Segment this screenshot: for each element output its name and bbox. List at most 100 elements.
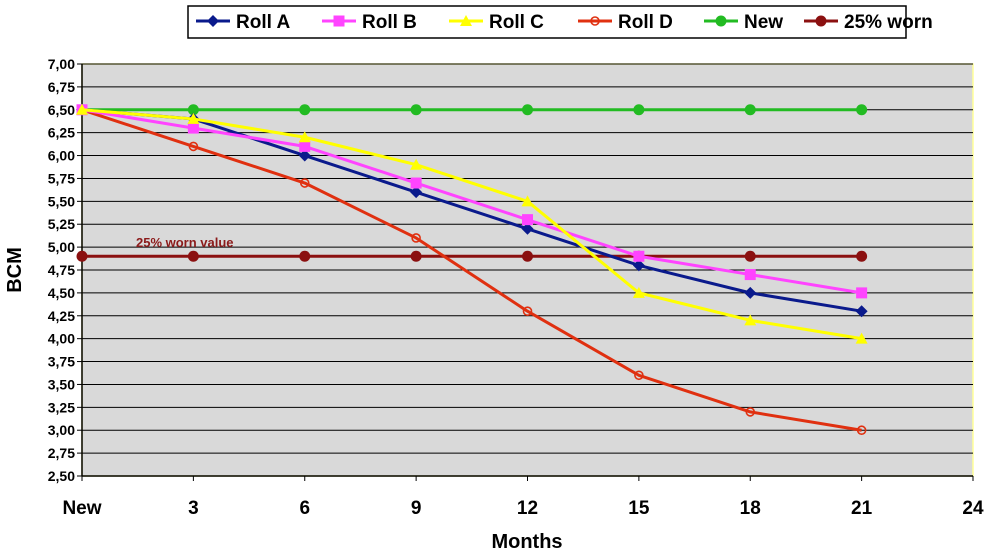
data-point [187,112,200,124]
y-tick-label: 3,75 [48,354,75,370]
legend-label: Roll A [236,12,290,33]
y-tick-label: 5,50 [48,193,75,209]
y-tick-label: 6,00 [48,148,75,164]
data-point [632,286,645,298]
y-tick-label: 6,25 [48,125,75,141]
legend-label: 25% worn [844,12,933,33]
legend-item: Roll D [578,12,673,33]
y-tick-label: 2,75 [48,445,75,461]
y-tick-label: 3,50 [48,376,75,392]
data-point [855,332,868,344]
x-tick-label: 18 [740,498,761,519]
legend-label: Roll B [362,12,417,33]
y-tick-labels: 2,50 2,75 3,00 3,25 3,50 3,75 4,00 4,25 4,50 4,75… [48,56,75,484]
y-tick-label: 5,75 [48,170,75,186]
data-point [744,314,757,326]
data-point [856,250,868,262]
data-point [856,104,868,116]
data-point [744,269,756,281]
x-tick-label: 15 [628,498,650,519]
x-tick-label: 9 [411,498,422,519]
y-axis-title: BCM [4,247,26,293]
data-point [522,214,533,226]
x-tick-label: 3 [188,498,199,519]
series-roll-d [77,104,867,436]
data-point [299,178,310,188]
data-point [188,141,199,152]
y-tick-label: 2,50 [48,468,75,484]
data-point [634,370,644,381]
data-point [298,131,311,143]
y-tick-label: 7,00 [48,56,75,72]
legend-label: Roll D [618,12,673,33]
data-point [744,250,756,262]
legend-item: Roll C [449,12,544,33]
data-point [633,104,645,116]
data-point [744,286,757,299]
legend-item: New [704,12,783,33]
data-point [76,250,88,262]
x-tick-label: 24 [962,498,984,519]
data-point [522,104,533,116]
data-point [522,306,533,317]
series-roll-c [76,103,868,344]
data-point [410,250,422,262]
data-point [633,250,645,262]
x-tick-label: 21 [851,498,873,519]
legend-label: Roll C [489,12,544,33]
y-tick-label: 5,00 [48,239,75,255]
worn-value-annotation: 25% worn value [136,235,234,250]
series-line [81,108,862,295]
legend-marker [815,15,827,27]
legend-marker [715,15,727,27]
y-tick-label: 5,25 [48,216,75,232]
data-point [410,186,423,199]
data-point [187,104,199,116]
legend-item: 25% worn [804,12,933,33]
data-point [411,233,421,243]
data-point [299,104,311,116]
x-tick-labels: New 3 6 9 12 15 18 21 24 [62,498,984,519]
y-tick-label: 4,00 [48,331,75,347]
legend: Roll A Roll B Roll C Roll D New 25% worn [187,5,933,39]
series-line [81,108,862,341]
data-point [522,250,533,262]
data-point [855,305,868,318]
data-point [410,177,422,189]
data-point [521,195,534,207]
y-tick-label: 3,00 [48,422,75,438]
data-point [76,103,88,115]
data-point [744,104,756,116]
data-point [299,140,311,152]
data-point [521,222,534,235]
gridlines [77,63,973,477]
y-tick-label: 4,50 [48,285,75,301]
series-new [76,104,868,116]
legend-box [187,5,907,39]
data-point [299,250,311,262]
y-tick-label: 4,75 [48,262,75,278]
x-tick-label: New [62,498,101,519]
data-point [410,104,422,116]
x-axis-title: Months [491,531,562,553]
data-point [856,287,868,299]
data-point [745,407,756,417]
legend-marker [590,16,600,26]
legend-label: New [744,12,783,33]
y-tick-label: 3,25 [48,399,75,415]
data-point [187,122,199,134]
y-tick-label: 6,75 [48,79,75,95]
series [76,103,868,436]
x-tick-label: 6 [299,498,310,519]
series-line [81,108,862,432]
legend-marker [460,15,472,26]
data-point [632,259,645,272]
series-line [81,108,862,313]
y-tick-label: 4,25 [48,308,75,324]
legend-item: Roll A [196,12,290,33]
data-point [298,149,311,162]
legend-marker [333,15,345,27]
legend-marker [207,15,219,27]
data-point [410,158,423,170]
